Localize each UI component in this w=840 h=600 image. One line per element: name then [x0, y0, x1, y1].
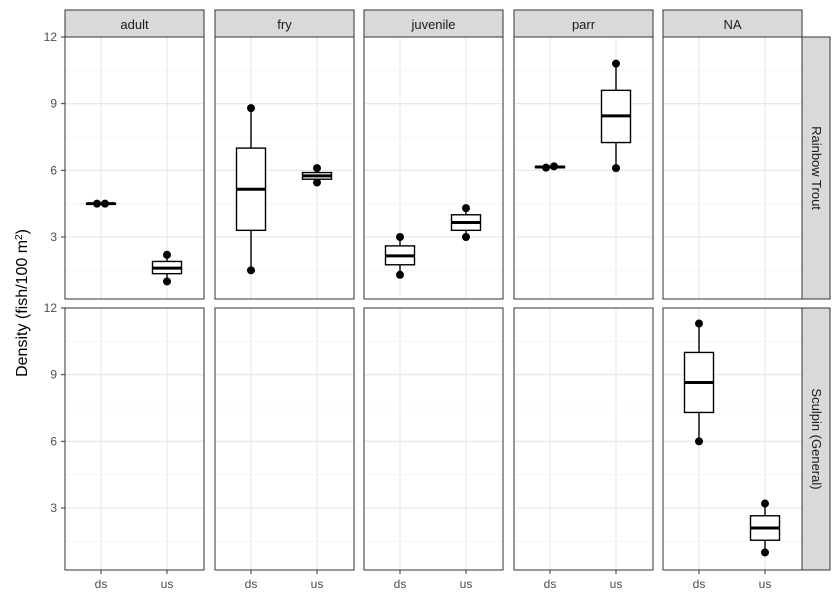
y-tick-label: 9: [50, 368, 57, 382]
facet-strip-fry: [214, 9, 355, 38]
panel-border: [513, 307, 654, 571]
panel-border: [214, 307, 355, 571]
panel-bg: [215, 308, 354, 570]
y-axis-title: Density (fish/100 m2): [14, 229, 32, 377]
box-rainbow-trout-parr-us-point: [612, 164, 620, 173]
x-tick-label-ds: ds: [544, 577, 557, 591]
y-tick-label: 6: [50, 434, 57, 448]
facet-strip-adult: [64, 9, 205, 38]
x-tick-label-us: us: [161, 577, 174, 591]
box-rainbow-trout-adult-ds-point: [93, 199, 101, 208]
panel-border: [363, 307, 504, 571]
panel-border: [513, 36, 654, 300]
box-rainbow-trout-adult-us-point: [163, 277, 171, 286]
box-sculpin-general-na-us-point: [761, 499, 769, 508]
panel-bg: [663, 37, 802, 299]
box-sculpin-general-na-us-point: [761, 548, 769, 557]
x-tick-label-us: us: [460, 577, 473, 591]
y-tick-label: 12: [44, 301, 58, 315]
row-strip-sculpin-general: [801, 307, 831, 571]
x-tick-label-ds: ds: [245, 577, 258, 591]
panel-border: [214, 36, 355, 300]
panel-bg: [514, 308, 653, 570]
x-tick-label-ds: ds: [394, 577, 407, 591]
box-rainbow-trout-fry-us-point: [313, 164, 321, 173]
facet-strip-parr: [513, 9, 654, 38]
x-tick-label-ds: ds: [95, 577, 108, 591]
row-facet-label-sculpin-general: Sculpin (General): [809, 388, 824, 489]
box-rainbow-trout-parr-us-point: [612, 59, 620, 68]
panel-border: [64, 36, 205, 300]
panel-border: [64, 307, 205, 571]
box-rainbow-trout-parr-ds-point: [550, 162, 558, 171]
panel-border: [363, 36, 504, 300]
row-strip-rainbow-trout: [801, 36, 831, 300]
box-rainbow-trout-fry-ds-point: [247, 104, 255, 113]
y-tick-label: 12: [44, 30, 58, 44]
y-axis-title-close: ): [14, 229, 31, 234]
y-tick-label: 6: [50, 163, 57, 177]
y-tick-label: 9: [50, 97, 57, 111]
facet-label-adult: adult: [120, 17, 149, 32]
box-rainbow-trout-juvenile-us-point: [462, 233, 470, 241]
box-sculpin-general-na-ds-point: [695, 437, 703, 446]
box-rainbow-trout-juvenile-ds-point: [396, 233, 404, 241]
facet-label-na: NA: [723, 17, 741, 32]
x-tick-label-us: us: [311, 577, 324, 591]
y-tick-label: 3: [50, 230, 57, 244]
box-rainbow-trout-juvenile-ds-point: [396, 270, 404, 279]
panel-bg: [364, 308, 503, 570]
y-axis-title-superscript: 2: [14, 234, 25, 240]
box-rainbow-trout-fry-us-point: [313, 178, 321, 187]
x-tick-label-us: us: [610, 577, 623, 591]
facet-label-juvenile: juvenile: [410, 17, 455, 32]
row-facet-label-rainbow-trout: Rainbow Trout: [809, 126, 824, 210]
y-tick-label: 3: [50, 501, 57, 515]
facet-label-fry: fry: [277, 17, 292, 32]
panel-bg: [663, 308, 802, 570]
box-rainbow-trout-juvenile-us-point: [462, 204, 470, 213]
panel-bg: [65, 308, 204, 570]
box-rainbow-trout-adult-us-point: [163, 250, 171, 259]
x-tick-label-us: us: [759, 577, 772, 591]
box-sculpin-general-na-ds-point: [695, 319, 703, 328]
y-axis-title-main: Density (fish/100 m: [14, 240, 31, 377]
box-rainbow-trout-parr-ds-point: [542, 163, 550, 172]
panel-bg: [65, 37, 204, 299]
box-rainbow-trout-fry-ds-point: [247, 266, 255, 275]
facet-label-parr: parr: [572, 17, 596, 32]
x-tick-label-ds: ds: [693, 577, 706, 591]
box-rainbow-trout-adult-ds-point: [101, 199, 109, 208]
